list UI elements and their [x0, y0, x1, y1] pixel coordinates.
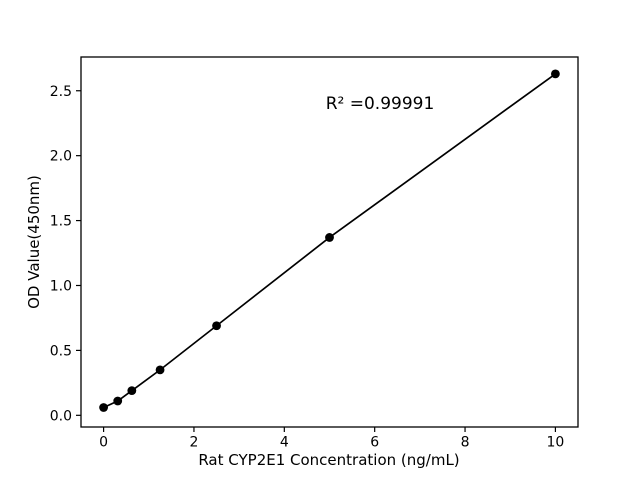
x-tick-label: 10 — [546, 435, 564, 451]
x-tick-label: 6 — [370, 435, 379, 451]
y-tick-label: 1.0 — [50, 278, 72, 294]
y-tick-label: 2.0 — [50, 149, 72, 165]
data-point — [99, 403, 108, 412]
x-tick-label: 4 — [280, 435, 289, 451]
y-tick-label: 1.5 — [50, 214, 72, 230]
data-point — [127, 386, 137, 396]
data-point — [325, 233, 334, 242]
y-tick-label: 0.5 — [50, 343, 72, 359]
plot-area-border — [80, 56, 579, 428]
data-point — [212, 321, 221, 331]
data-point — [113, 396, 123, 406]
x-tick-label: 0 — [99, 435, 108, 451]
y-tick-label: 2.5 — [50, 84, 72, 100]
x-tick-label: 2 — [189, 435, 198, 451]
x-tick-label: 8 — [461, 435, 470, 451]
y-axis-title: OD Value(450nm) — [25, 175, 43, 309]
y-tick-label: 0.0 — [50, 408, 72, 424]
r-squared-annotation: R² =0.99991 — [325, 94, 435, 114]
data-point — [551, 69, 560, 79]
data-point — [155, 365, 165, 375]
x-axis-title: Rat CYP2E1 Concentration (ng/mL) — [198, 451, 460, 469]
